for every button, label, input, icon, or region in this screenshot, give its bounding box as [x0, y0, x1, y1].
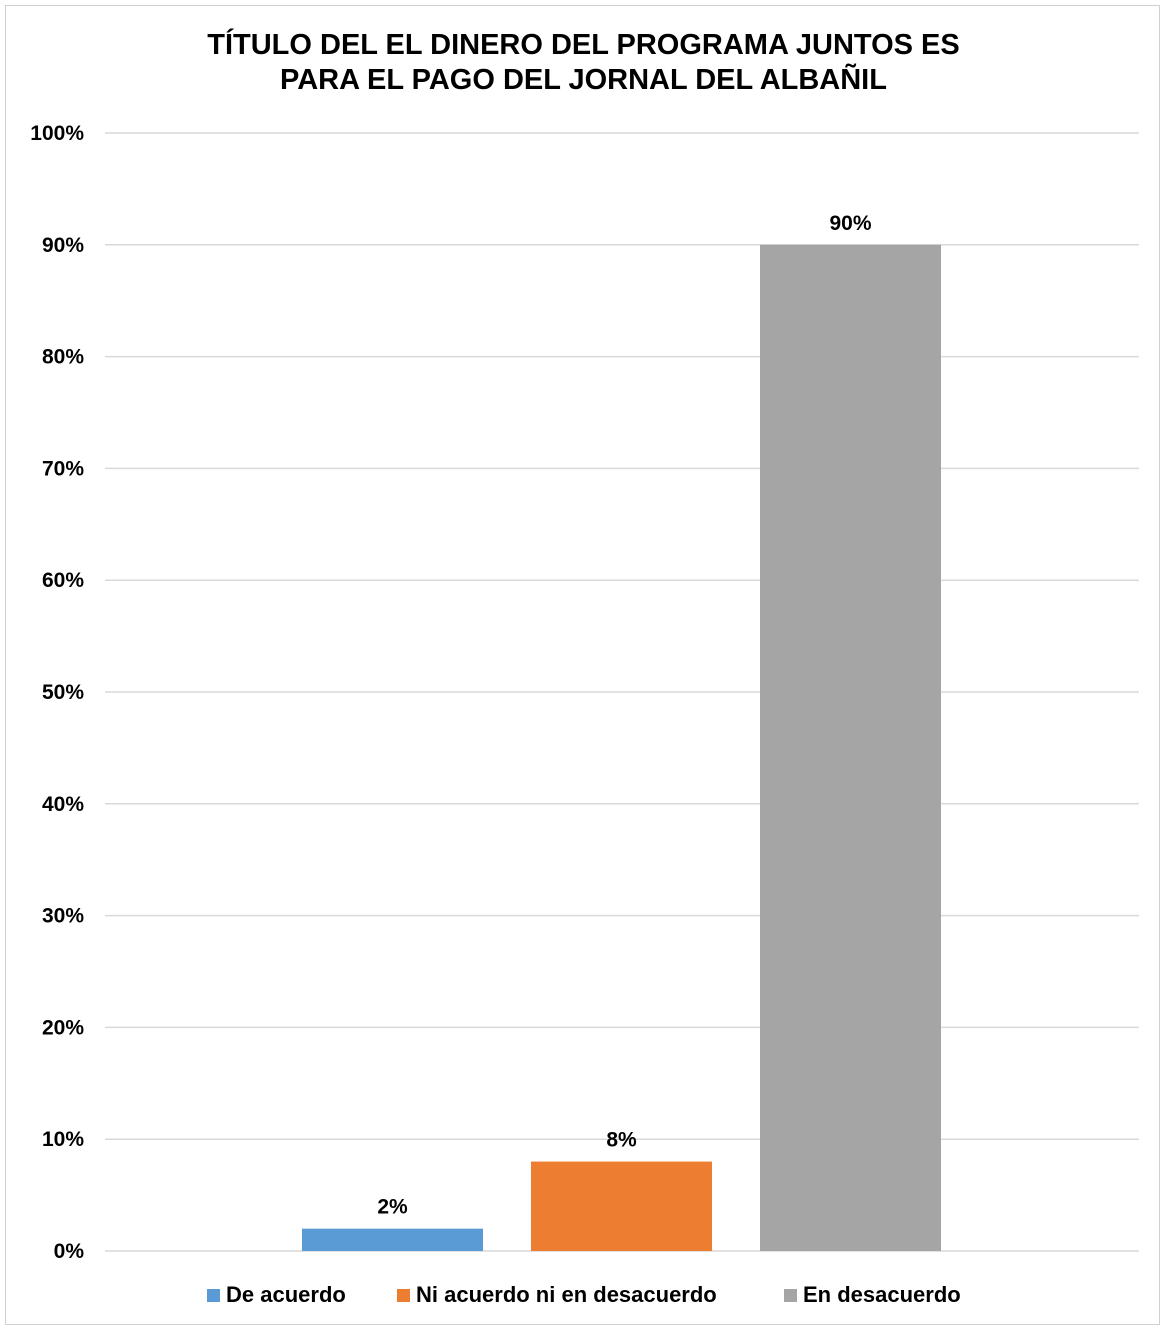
legend-label: En desacuerdo	[803, 1282, 961, 1307]
y-tick-label: 70%	[42, 457, 84, 480]
legend-swatch	[397, 1289, 410, 1302]
y-tick-label: 0%	[54, 1240, 85, 1263]
chart-title-line-2: PARA EL PAGO DEL JORNAL DEL ALBAÑIL	[280, 64, 887, 96]
bar-3	[760, 244, 941, 1252]
data-label: 2%	[377, 1196, 408, 1219]
chart-title-line-1: TÍTULO DEL EL DINERO DEL PROGRAMA JUNTOS…	[207, 29, 960, 61]
chart-title: TÍTULO DEL EL DINERO DEL PROGRAMA JUNTOS…	[0, 28, 1167, 98]
bar-2	[531, 1161, 712, 1251]
legend-label: De acuerdo	[226, 1282, 346, 1307]
y-tick-label: 90%	[42, 234, 84, 257]
y-tick-label: 10%	[42, 1128, 84, 1151]
bar-1	[302, 1228, 483, 1251]
y-tick-label: 30%	[42, 905, 84, 928]
legend-swatch	[207, 1289, 220, 1302]
data-label: 8%	[606, 1129, 637, 1152]
chart-frame	[5, 5, 1160, 1325]
data-label: 90%	[829, 212, 871, 235]
y-tick-label: 20%	[42, 1016, 84, 1039]
y-tick-label: 60%	[42, 569, 84, 592]
y-tick-label: 100%	[30, 122, 84, 145]
y-tick-label: 40%	[42, 793, 84, 816]
legend-swatch	[784, 1289, 797, 1302]
y-tick-label: 50%	[42, 681, 84, 704]
legend-label: Ni acuerdo ni en desacuerdo	[416, 1282, 717, 1307]
y-tick-label: 80%	[42, 346, 84, 369]
